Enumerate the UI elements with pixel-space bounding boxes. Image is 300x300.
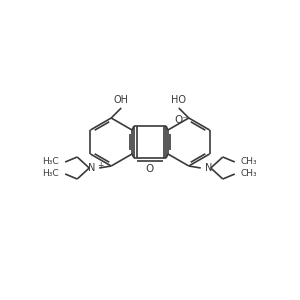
Text: O: O xyxy=(146,164,154,174)
Text: N: N xyxy=(88,163,95,173)
Text: N: N xyxy=(205,163,212,173)
Text: CH₃: CH₃ xyxy=(241,158,257,166)
Text: H₃C: H₃C xyxy=(43,158,59,166)
Text: OH: OH xyxy=(114,95,129,105)
Text: +: + xyxy=(97,161,103,170)
Text: H₃C: H₃C xyxy=(43,169,59,178)
Text: O⁻: O⁻ xyxy=(174,115,188,125)
Text: HO: HO xyxy=(171,95,186,105)
Text: CH₃: CH₃ xyxy=(241,169,257,178)
